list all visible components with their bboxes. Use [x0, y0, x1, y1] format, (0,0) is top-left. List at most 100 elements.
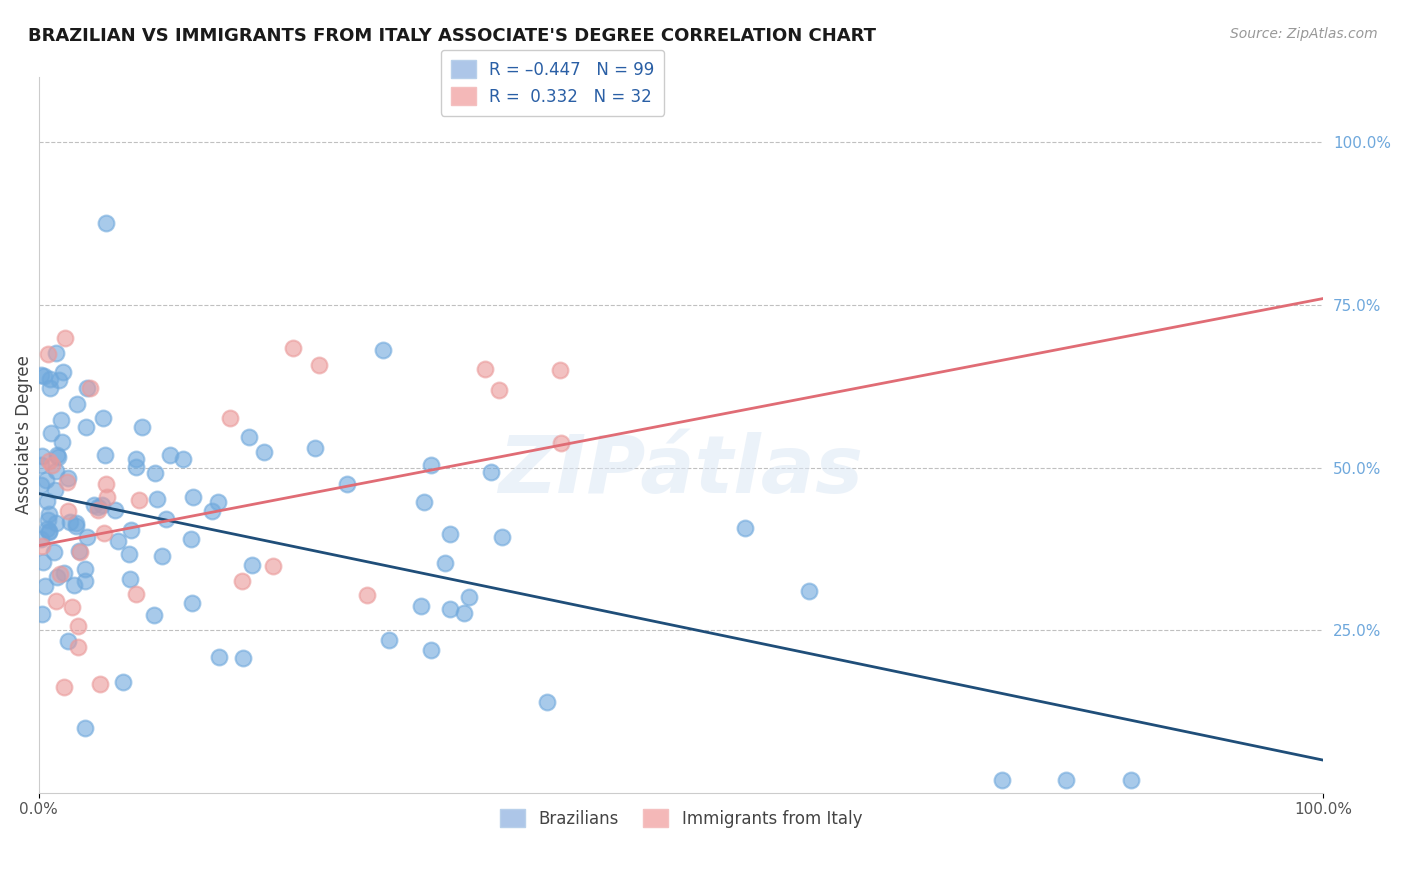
Point	[67, 543, 90, 558]
Point	[38, 507, 60, 521]
Point	[87, 500, 110, 515]
Point	[93, 525, 115, 540]
Point	[38, 524, 60, 539]
Point	[240, 558, 263, 573]
Point	[52, 566, 75, 581]
Point	[536, 695, 558, 709]
Point	[439, 526, 461, 541]
Point	[419, 642, 441, 657]
Point	[60, 600, 83, 615]
Point	[32, 555, 55, 569]
Point	[262, 558, 284, 573]
Point	[39, 381, 62, 395]
Text: BRAZILIAN VS IMMIGRANTS FROM ITALY ASSOCIATE'S DEGREE CORRELATION CHART: BRAZILIAN VS IMMIGRANTS FROM ITALY ASSOC…	[28, 27, 876, 45]
Point	[479, 465, 502, 479]
Point	[37, 522, 59, 536]
Point	[46, 448, 69, 462]
Point	[35, 473, 58, 487]
Point	[172, 451, 194, 466]
Point	[65, 516, 87, 531]
Point	[231, 574, 253, 588]
Point	[66, 396, 89, 410]
Point	[58, 504, 80, 518]
Point	[232, 650, 254, 665]
Point	[38, 372, 60, 386]
Point	[87, 503, 110, 517]
Point	[31, 539, 53, 553]
Point	[145, 491, 167, 506]
Point	[37, 347, 59, 361]
Point	[51, 413, 73, 427]
Point	[41, 458, 63, 472]
Point	[180, 533, 202, 547]
Point	[94, 448, 117, 462]
Point	[46, 570, 69, 584]
Point	[76, 381, 98, 395]
Point	[207, 650, 229, 665]
Point	[453, 606, 475, 620]
Point	[76, 530, 98, 544]
Point	[94, 477, 117, 491]
Point	[69, 545, 91, 559]
Point	[31, 449, 53, 463]
Point	[336, 476, 359, 491]
Point	[30, 368, 52, 383]
Point	[799, 584, 821, 599]
Point	[53, 680, 76, 694]
Point	[734, 521, 756, 535]
Point	[155, 512, 177, 526]
Point	[45, 594, 67, 608]
Point	[201, 504, 224, 518]
Point	[207, 495, 229, 509]
Point	[112, 675, 135, 690]
Point	[128, 492, 150, 507]
Point	[66, 640, 89, 655]
Point	[308, 358, 330, 372]
Point	[34, 579, 56, 593]
Point	[378, 632, 401, 647]
Point	[120, 572, 142, 586]
Point	[104, 503, 127, 517]
Point	[56, 475, 79, 489]
Point	[42, 545, 65, 559]
Point	[44, 483, 66, 498]
Point	[118, 547, 141, 561]
Point	[433, 556, 456, 570]
Point	[150, 549, 173, 563]
Point	[412, 495, 434, 509]
Point	[253, 445, 276, 459]
Text: ZIPátlas: ZIPátlas	[498, 432, 863, 510]
Point	[75, 574, 97, 588]
Point	[30, 478, 52, 492]
Point	[89, 676, 111, 690]
Point	[38, 524, 60, 539]
Point	[1119, 772, 1142, 787]
Point	[37, 493, 59, 508]
Point	[51, 434, 73, 449]
Point	[474, 362, 496, 376]
Point	[409, 599, 432, 613]
Point	[38, 454, 60, 468]
Point	[125, 452, 148, 467]
Point	[66, 619, 89, 633]
Point	[120, 523, 142, 537]
Point	[45, 464, 67, 478]
Point	[96, 491, 118, 505]
Point	[991, 772, 1014, 787]
Point	[143, 467, 166, 481]
Point	[75, 562, 97, 576]
Point	[181, 596, 204, 610]
Point	[62, 578, 84, 592]
Y-axis label: Associate's Degree: Associate's Degree	[15, 356, 32, 515]
Point	[458, 590, 481, 604]
Point	[31, 607, 53, 621]
Point	[125, 587, 148, 601]
Point	[143, 607, 166, 622]
Point	[56, 471, 79, 485]
Point	[356, 588, 378, 602]
Point	[59, 515, 82, 529]
Point	[159, 449, 181, 463]
Point	[491, 531, 513, 545]
Point	[44, 346, 66, 360]
Point	[52, 365, 75, 379]
